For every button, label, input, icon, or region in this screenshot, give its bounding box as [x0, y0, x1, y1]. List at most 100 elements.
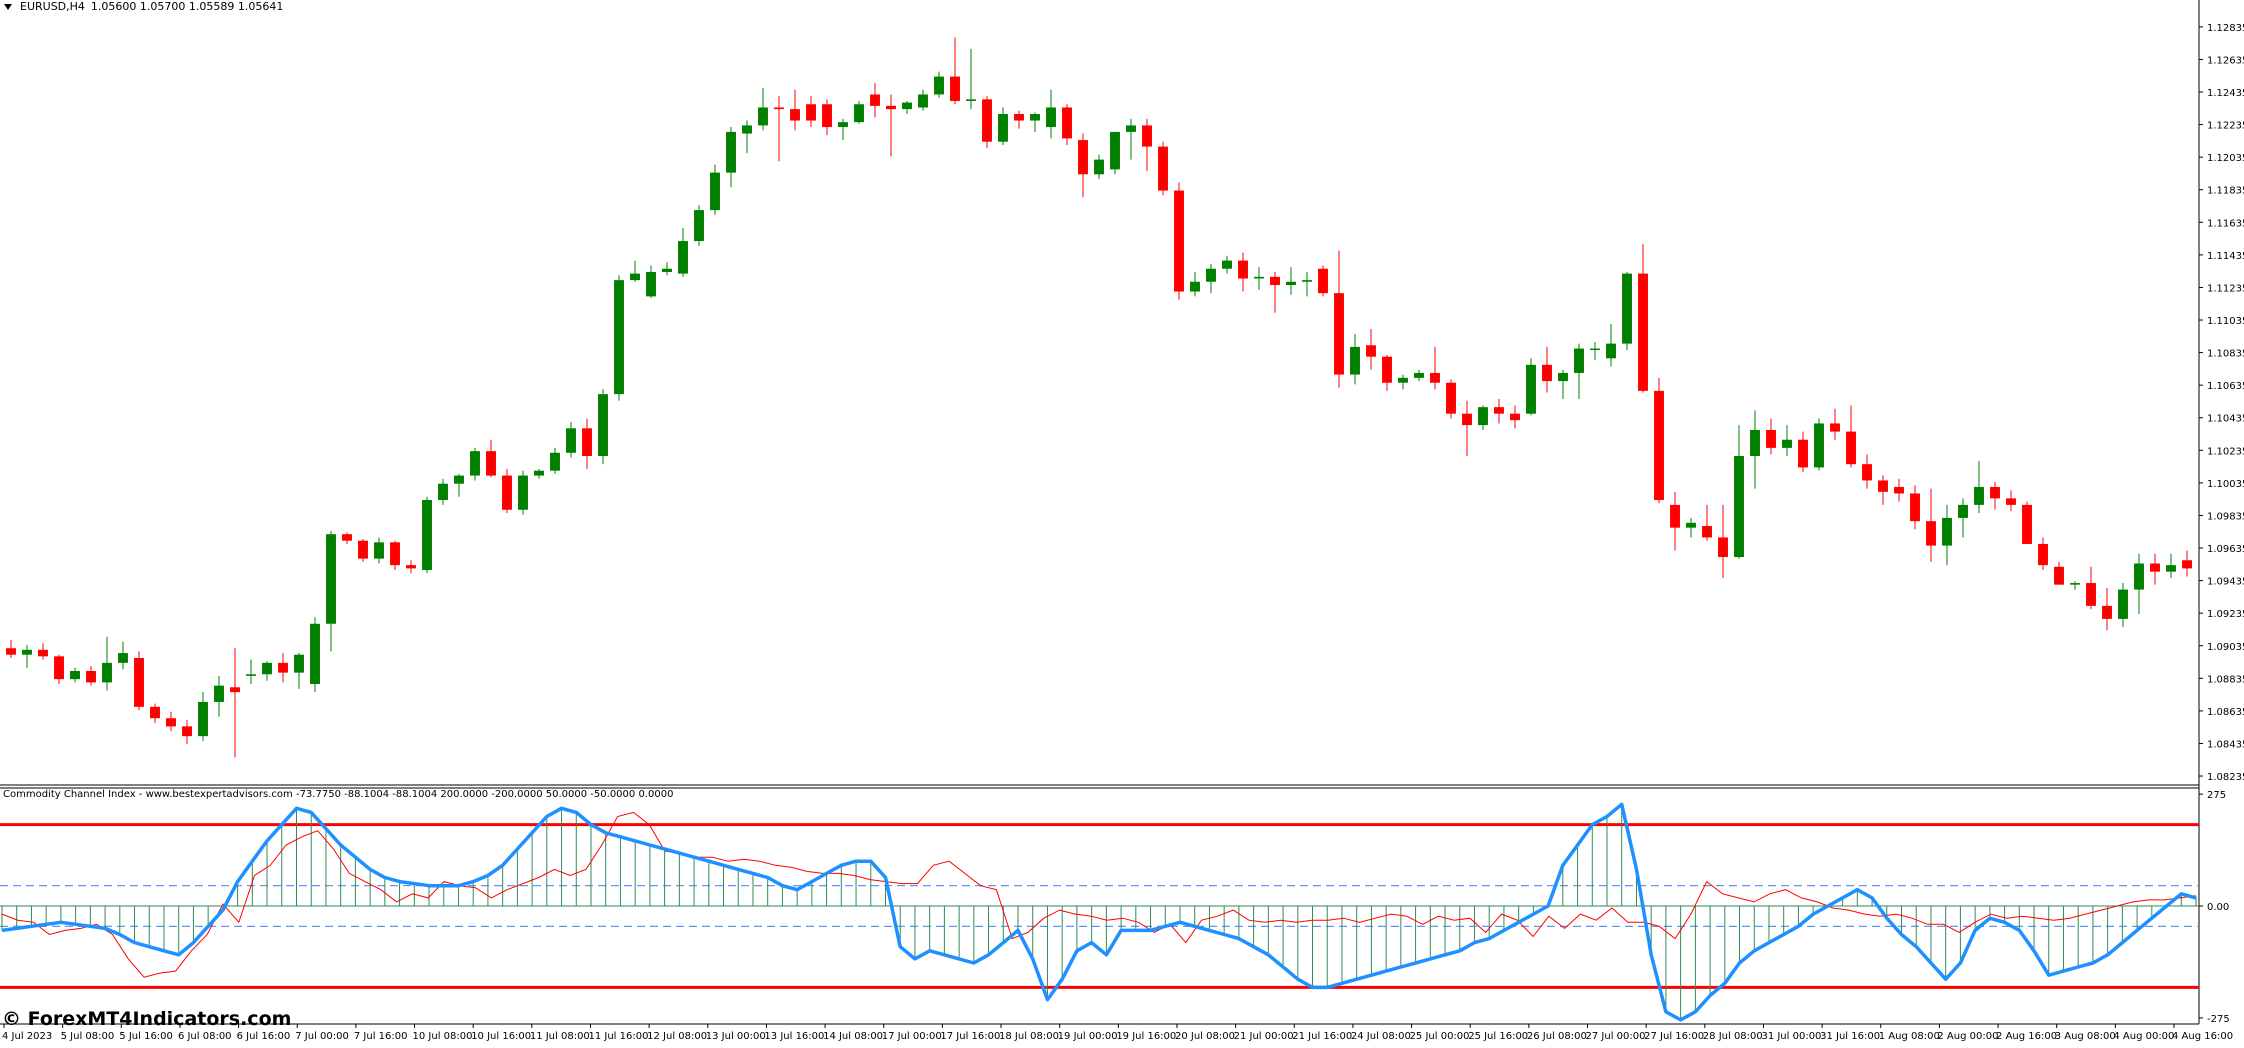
price-tick-label: 1.10235	[2207, 446, 2244, 457]
candle	[150, 703, 160, 724]
candle-body	[1078, 140, 1088, 175]
candle	[2086, 566, 2096, 610]
candle-body	[790, 109, 800, 121]
price-tick-label: 1.10035	[2207, 479, 2244, 490]
candle	[1478, 405, 1488, 430]
candle-body	[518, 475, 528, 510]
price-tick-label: 1.11235	[2207, 283, 2244, 294]
candle	[1286, 267, 1296, 295]
time-tick-label: 13 Jul 16:00	[764, 1031, 824, 1042]
candle-body	[54, 656, 64, 680]
candle-body	[1382, 356, 1392, 383]
candle-body	[982, 99, 992, 142]
candle	[966, 48, 976, 110]
candle-body	[646, 271, 656, 297]
candle	[662, 262, 672, 276]
candle-body	[2086, 583, 2096, 606]
time-tick-label: 10 Jul 16:00	[471, 1031, 531, 1042]
symbol-timeframe: EURUSD,H4	[20, 0, 85, 13]
candle-body	[422, 499, 432, 571]
candle-body	[1126, 125, 1136, 132]
candle	[982, 96, 992, 149]
candle-body	[1654, 390, 1664, 500]
candle-body	[150, 706, 160, 719]
candle	[1894, 478, 1904, 502]
time-tick-label: 27 Jul 16:00	[1644, 1031, 1704, 1042]
candle	[1942, 504, 1952, 566]
candle-body	[1286, 281, 1296, 286]
candle	[326, 530, 336, 652]
candle-body	[342, 534, 352, 541]
candle	[710, 164, 720, 215]
candle-body	[390, 542, 400, 566]
candle	[1846, 405, 1856, 468]
candle	[1798, 431, 1808, 473]
candle	[934, 71, 944, 98]
candle	[646, 265, 656, 299]
candle-body	[2102, 605, 2112, 619]
candle-body	[374, 542, 384, 559]
candle-body	[1414, 372, 1424, 378]
candle	[230, 648, 240, 758]
candle	[2038, 537, 2048, 571]
candle-body	[838, 122, 848, 128]
candle-body	[998, 114, 1008, 142]
time-tick-label: 17 Jul 00:00	[882, 1031, 942, 1042]
price-tick-label: 1.08435	[2207, 739, 2244, 750]
candle	[422, 496, 432, 574]
candle	[2150, 553, 2160, 585]
candle	[1766, 418, 1776, 455]
candle	[1014, 110, 1024, 129]
price-tick-label: 1.08635	[2207, 707, 2244, 718]
candle-body	[1510, 413, 1520, 421]
candle	[1526, 358, 1536, 416]
candle	[1830, 408, 1840, 440]
candle-body	[406, 565, 416, 569]
candle-body	[1190, 281, 1200, 292]
candle-body	[694, 210, 704, 242]
candle	[886, 94, 896, 157]
candle	[502, 469, 512, 514]
candle	[1638, 244, 1648, 393]
candle-body	[1542, 364, 1552, 382]
candle	[374, 537, 384, 564]
candle-body	[950, 76, 960, 101]
candle	[1590, 342, 1600, 360]
candle-body	[2022, 504, 2032, 544]
candle-body	[1030, 114, 1040, 121]
price-tick-label: 1.10635	[2207, 381, 2244, 392]
time-tick-label: 2 Aug 16:00	[1996, 1031, 2057, 1042]
time-tick-label: 1 Aug 08:00	[1879, 1031, 1940, 1042]
candle-body	[470, 451, 480, 476]
candle-body	[182, 726, 192, 737]
candle	[358, 539, 368, 562]
candle	[1606, 324, 1616, 367]
candle-body	[294, 654, 304, 673]
price-tick-label: 1.09435	[2207, 577, 2244, 588]
candle	[726, 127, 736, 188]
candle	[518, 470, 528, 515]
candle-body	[1014, 114, 1024, 121]
candle	[1974, 460, 1984, 514]
candle	[2102, 587, 2112, 631]
candle	[182, 719, 192, 745]
candle-body	[358, 540, 368, 559]
time-tick-label: 7 Jul 16:00	[354, 1031, 408, 1042]
candle-body	[902, 102, 912, 110]
candle	[342, 532, 352, 544]
candle	[1670, 491, 1680, 551]
candle	[70, 667, 80, 683]
candle	[454, 473, 464, 497]
candle-body	[1334, 293, 1344, 375]
candle-body	[886, 105, 896, 110]
candle	[1366, 328, 1376, 370]
candle	[2070, 581, 2080, 590]
candle-body	[1942, 517, 1952, 546]
candle-body	[2038, 543, 2048, 566]
candle-body	[1878, 480, 1888, 492]
candle	[1062, 104, 1072, 145]
time-tick-label: 12 Jul 08:00	[647, 1031, 707, 1042]
price-tick-label: 1.09235	[2207, 609, 2244, 620]
dropdown-triangle-icon[interactable]	[4, 3, 12, 10]
candle	[1958, 498, 1968, 538]
